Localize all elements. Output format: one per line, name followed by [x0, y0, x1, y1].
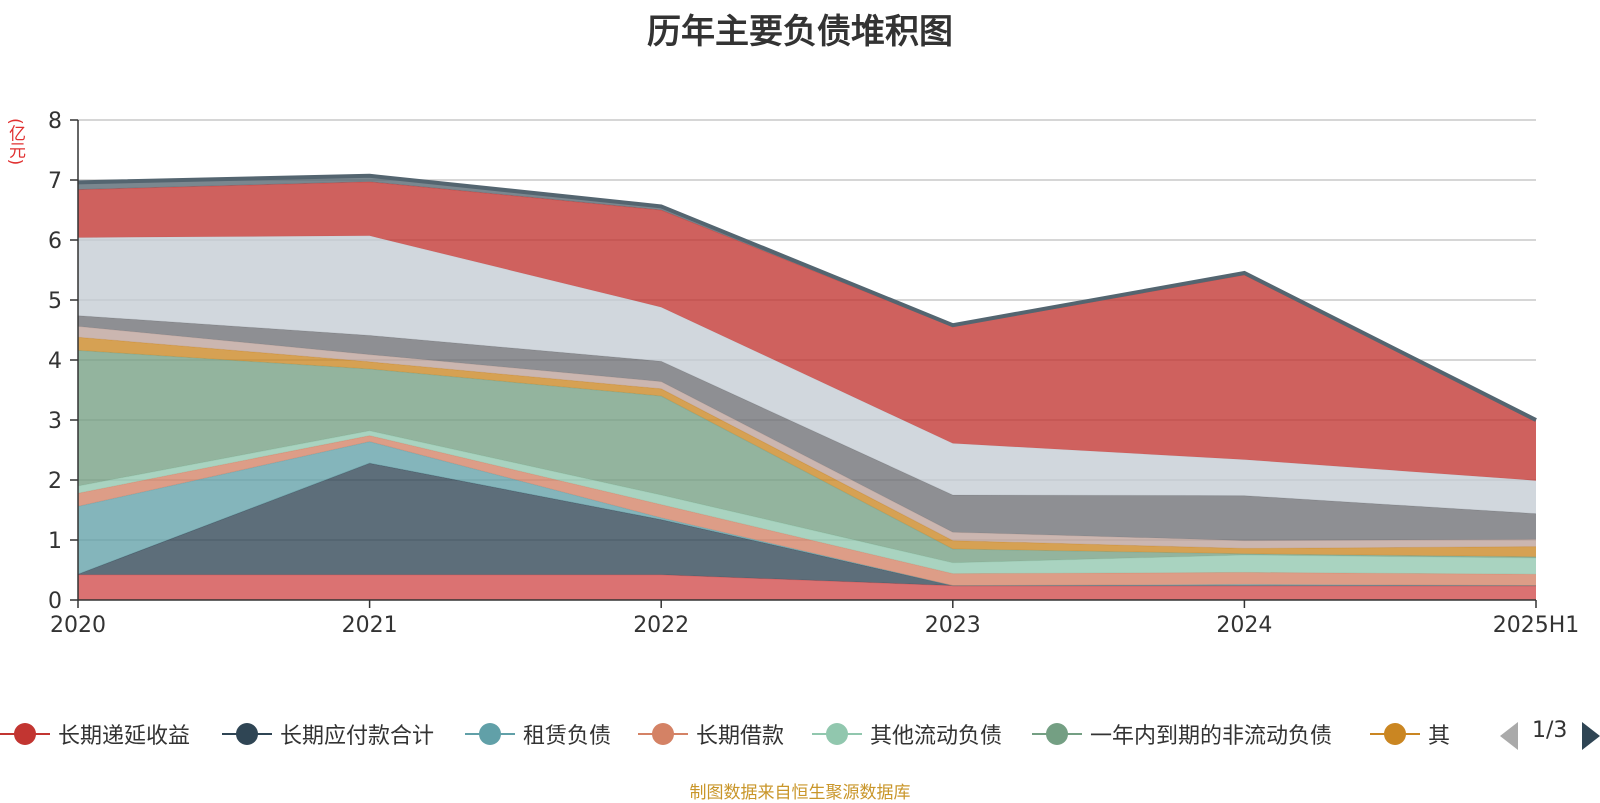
area-series-10 — [78, 235, 1536, 514]
legend-item-current-portion-noncurrent[interactable]: 一年内到期的非流动负债 — [1032, 712, 1332, 756]
area-series-7 — [78, 337, 1536, 557]
legend-series-marker — [222, 712, 272, 756]
legend-label: 租赁负债 — [523, 724, 612, 749]
area-series-9 — [78, 315, 1536, 541]
area-series-2 — [78, 463, 1536, 586]
area-series-6 — [78, 350, 1536, 563]
y-tick-label: 0 — [48, 589, 62, 614]
area-series-line-5 — [77, 430, 1537, 564]
legend-item-long-term-loans[interactable]: 长期借款 — [638, 712, 784, 756]
legend-label: 长期递延收益 — [58, 724, 191, 749]
chart-title: 历年主要负债堆积图 — [647, 12, 953, 52]
data-source-note: 制图数据来自恒生聚源数据库 — [689, 783, 911, 803]
legend-label: 长期应付款合计 — [280, 724, 435, 749]
pager-next-icon[interactable] — [1582, 722, 1600, 750]
legend-item-truncated[interactable]: 其 — [1370, 712, 1450, 756]
legend-label: 其 — [1428, 724, 1451, 749]
area-series-5 — [78, 430, 1536, 575]
legend-label: 长期借款 — [696, 724, 785, 749]
legend-series-marker — [465, 712, 515, 756]
legend-item-long-term-payables[interactable]: 长期应付款合计 — [222, 712, 434, 756]
x-tick-label: 2024 — [1216, 613, 1272, 638]
pager-prev-icon[interactable] — [1500, 722, 1518, 750]
area-series-11 — [78, 181, 1536, 481]
y-axis-unit-label: (亿元) — [5, 118, 25, 166]
y-tick-label: 8 — [48, 109, 62, 134]
legend-label: 一年内到期的非流动负债 — [1090, 724, 1333, 749]
legend-item-deferred-income[interactable]: 长期递延收益 — [0, 712, 190, 756]
x-tick-label: 2021 — [342, 613, 398, 638]
legend-label: 其他流动负债 — [870, 724, 1003, 749]
y-tick-label: 6 — [48, 229, 62, 254]
legend-series-marker — [1032, 712, 1082, 756]
y-tick-label: 5 — [48, 289, 62, 314]
y-tick-label: 7 — [48, 169, 62, 194]
legend-series-marker — [1370, 712, 1420, 756]
x-tick-label: 2022 — [633, 613, 689, 638]
x-tick-label: 2023 — [925, 613, 981, 638]
x-tick-label: 2020 — [50, 613, 106, 638]
y-tick-label: 3 — [48, 409, 62, 434]
legend-item-other-current-liabilities[interactable]: 其他流动负债 — [812, 712, 1002, 756]
axes: 0 1 2 3 4 5 6 7 8 2020 2021 2022 2023 2024 2025H1 — [48, 109, 1579, 638]
legend: 长期递延收益 长期应付款合计 租赁负债 长期借款 其他流动负债 一年内到期的非流… — [0, 712, 1600, 756]
stacked-area-chart: 0 1 2 3 4 5 6 7 8 2020 2021 2022 2023 2024 2025H1 — [48, 109, 1579, 638]
legend-item-lease-liabilities[interactable]: 租赁负债 — [465, 712, 611, 756]
pager-indicator: 1/3 — [1532, 718, 1568, 743]
area-series-8 — [78, 326, 1536, 549]
area-series-line-12 — [77, 173, 1537, 422]
area-series-1 — [78, 574, 1536, 600]
y-tick-label: 1 — [48, 529, 62, 554]
legend-series-marker — [638, 712, 688, 756]
legend-pager: 1/3 — [1500, 712, 1600, 756]
legend-series-marker — [0, 712, 50, 756]
x-tick-label: 2025H1 — [1493, 613, 1580, 638]
y-tick-label: 4 — [48, 349, 62, 374]
legend-series-marker — [812, 712, 862, 756]
y-tick-label: 2 — [48, 469, 62, 494]
area-series-layer — [77, 173, 1537, 600]
